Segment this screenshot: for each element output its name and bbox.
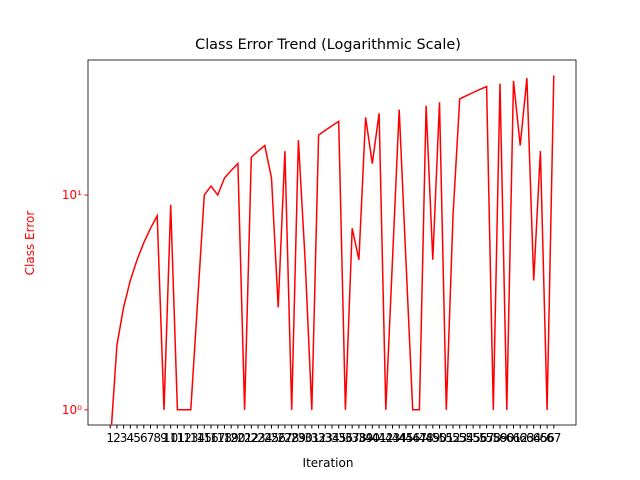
x-tick-label: 31 [304,431,319,445]
x-tick-label: 9 [160,431,168,445]
x-tick-label: 18 [217,431,232,445]
x-tick-label: 13 [183,431,198,445]
x-tick-label: 24 [257,431,272,445]
x-tick-label: 5 [133,431,141,445]
x-tick-label: 28 [284,431,299,445]
y-tick-label: 10⁰ [62,403,82,417]
x-tick-label: 64 [526,431,541,445]
x-tick-label: 26 [271,431,286,445]
x-tick-label: 47 [412,431,427,445]
x-tick-label: 36 [338,431,353,445]
x-tick-label: 56 [472,431,487,445]
x-tick-label: 37 [345,431,360,445]
x-tick-label: 17 [210,431,225,445]
x-tick-label: 59 [492,431,507,445]
x-tick-label: 42 [378,431,393,445]
x-tick-label: 6 [140,431,148,445]
x-tick-label: 38 [351,431,366,445]
x-tick-label: 20 [230,431,245,445]
x-tick-label: 4 [127,431,135,445]
x-tick-label: 65 [533,431,548,445]
x-tick-label: 3 [120,431,128,445]
x-axis-label: Iteration [303,456,354,470]
x-tick-label: 45 [398,431,413,445]
x-tick-label: 30 [297,431,312,445]
x-tick-label: 25 [264,431,279,445]
x-tick-label: 60 [499,431,514,445]
x-tick-label: 67 [546,431,561,445]
x-tick-label: 58 [486,431,501,445]
x-tick-label: 57 [479,431,494,445]
y-tick-label: 10¹ [62,188,82,202]
x-tick-label: 16 [203,431,218,445]
x-tick-label: 44 [392,431,407,445]
x-tick-label: 46 [405,431,420,445]
x-tick-label: 39 [358,431,373,445]
x-tick-label: 14 [190,431,205,445]
x-tick-label: 61 [506,431,521,445]
x-tick-label: 55 [466,431,481,445]
x-tick-label: 49 [425,431,440,445]
x-tick-label: 35 [331,431,346,445]
x-tick-label: 43 [385,431,400,445]
x-tick-label: 2 [113,431,121,445]
x-tick-label: 1 [106,431,114,445]
x-tick-label: 66 [539,431,554,445]
x-tick-label: 29 [291,431,306,445]
x-tick-label: 27 [277,431,292,445]
x-tick-label: 63 [519,431,534,445]
x-tick-label: 53 [452,431,467,445]
x-tick-label: 23 [250,431,265,445]
x-tick-label: 48 [418,431,433,445]
x-tick-label: 11 [170,431,185,445]
x-tick-label: 21 [237,431,252,445]
x-tick-label: 22 [244,431,259,445]
x-tick-label: 51 [439,431,454,445]
x-tick-label: 15 [197,431,212,445]
x-tick-label: 10 [163,431,178,445]
x-tick-label: 52 [445,431,460,445]
x-tick-label: 40 [365,431,380,445]
x-tick-label: 34 [324,431,339,445]
x-tick-label: 32 [311,431,326,445]
chart-title: Class Error Trend (Logarithmic Scale) [195,37,461,53]
line [110,75,555,425]
x-tick-label: 7 [147,431,155,445]
x-tick-label: 33 [318,431,333,445]
y-axis-label: Class Error [23,211,37,276]
x-tick-label: 62 [513,431,528,445]
x-tick-label: 8 [153,431,161,445]
x-tick-label: 50 [432,431,447,445]
x-tick-label: 12 [176,431,191,445]
x-tick-label: 19 [224,431,239,445]
x-tick-label: 54 [459,431,474,445]
x-tick-label: 41 [371,431,386,445]
